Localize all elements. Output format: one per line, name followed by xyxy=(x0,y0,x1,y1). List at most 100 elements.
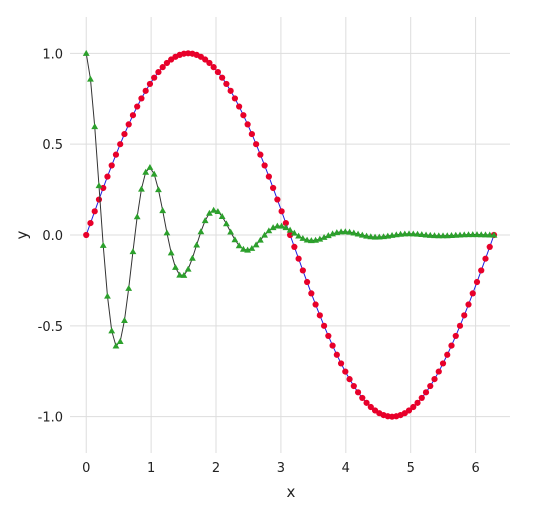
series-1-point xyxy=(465,301,472,308)
series-1-point xyxy=(473,278,481,286)
series-1-point xyxy=(278,208,285,215)
series-2-point xyxy=(206,209,213,216)
series-2-point xyxy=(303,236,311,243)
series-2-point xyxy=(350,229,358,236)
series-1-point xyxy=(121,130,128,138)
series-1-point xyxy=(112,151,120,158)
series-1-point xyxy=(320,322,328,329)
series-2-point xyxy=(193,241,201,248)
series-1-point xyxy=(359,394,366,402)
series-1-point xyxy=(91,208,98,215)
series-1-point xyxy=(354,389,362,396)
series-1-point xyxy=(405,407,413,414)
series-1-point xyxy=(452,332,459,340)
series-2-point xyxy=(248,244,256,251)
series-2-line xyxy=(85,53,494,347)
series-1-point xyxy=(448,342,455,349)
series-2-point xyxy=(108,327,116,334)
series-2-point xyxy=(155,186,162,193)
series-1-point xyxy=(151,74,158,81)
series-1-point xyxy=(333,351,340,358)
series-1-point xyxy=(308,290,315,297)
series-1-point xyxy=(138,95,145,102)
series-2-point xyxy=(273,222,281,229)
series-1-point xyxy=(95,196,103,203)
series-2-point xyxy=(201,217,209,224)
y-tick-label: 0.5 xyxy=(42,138,63,153)
y-axis-ticks: -1.0 -0.5 0.0 0.5 1.0 xyxy=(38,47,63,425)
series-2-point xyxy=(290,229,298,236)
series-1-point xyxy=(439,360,447,367)
series-1-point xyxy=(482,255,489,262)
series-1-point xyxy=(282,220,289,227)
series-2-point xyxy=(299,234,307,241)
series-1-point xyxy=(444,351,451,358)
series-2-point xyxy=(320,233,328,240)
series-1-point xyxy=(248,130,255,138)
series-2-point xyxy=(222,220,230,227)
series-2-point xyxy=(265,227,273,234)
series-1-point xyxy=(410,403,417,411)
series-2-point xyxy=(112,342,120,349)
series-1-point xyxy=(257,151,264,158)
series-1-point xyxy=(461,312,468,319)
series-1-point xyxy=(303,278,311,286)
series-2-point xyxy=(189,254,196,261)
series-1-point xyxy=(231,95,238,102)
series-2-point xyxy=(99,241,107,248)
series-2-point xyxy=(358,231,366,238)
series-2-point xyxy=(125,284,133,291)
series-2-point xyxy=(346,228,353,235)
series-1-point xyxy=(456,322,464,329)
y-tick-label: 1.0 xyxy=(42,47,63,62)
x-tick-label: 6 xyxy=(471,461,479,476)
series-2-point xyxy=(486,231,494,238)
x-tick-label: 3 xyxy=(277,461,285,476)
series-1-point xyxy=(312,301,319,308)
series-1-point xyxy=(223,80,230,88)
series-1-point xyxy=(240,112,247,119)
series-1-point xyxy=(363,399,370,406)
series-2-point xyxy=(121,317,128,323)
series-1-point xyxy=(155,68,162,76)
series-2-point xyxy=(341,228,349,235)
x-tick-label: 4 xyxy=(342,461,350,476)
series-2-point xyxy=(426,231,434,238)
series-2-point xyxy=(405,230,413,237)
series-1-point xyxy=(265,173,272,180)
series-2-point xyxy=(367,233,375,240)
series-2-point xyxy=(104,292,111,299)
series-1-point xyxy=(146,80,154,88)
series-1-point xyxy=(287,231,294,239)
series-1-point xyxy=(418,394,425,402)
series-1-point xyxy=(261,162,268,169)
series-2-point xyxy=(176,271,184,278)
series-2-point xyxy=(172,263,179,270)
series-2-point xyxy=(214,208,222,215)
series-2-point xyxy=(482,231,489,238)
series-1 xyxy=(83,50,498,420)
series-1-point xyxy=(469,290,476,297)
series-2-point xyxy=(278,222,286,229)
series-2 xyxy=(82,49,498,349)
series-2-point xyxy=(295,232,302,239)
series-1-point xyxy=(346,376,353,383)
series-2-point xyxy=(91,123,99,130)
series-1-point xyxy=(350,382,357,390)
series-2-point xyxy=(363,232,370,239)
series-1-point xyxy=(274,196,281,203)
series-2-point xyxy=(150,170,158,177)
series-1-point xyxy=(134,103,141,110)
series-1-point xyxy=(427,382,434,390)
x-axis-ticks: 0 1 2 3 4 5 6 xyxy=(82,461,480,476)
series-2-point xyxy=(252,241,260,248)
series-2-point xyxy=(82,49,90,56)
series-2-point xyxy=(180,271,188,278)
series-2-point xyxy=(142,168,150,175)
series-1-point xyxy=(210,64,217,71)
series-1-point xyxy=(129,112,137,119)
y-axis-label: y xyxy=(13,230,31,239)
x-tick-label: 0 xyxy=(82,461,90,476)
series-2-point xyxy=(184,265,192,272)
